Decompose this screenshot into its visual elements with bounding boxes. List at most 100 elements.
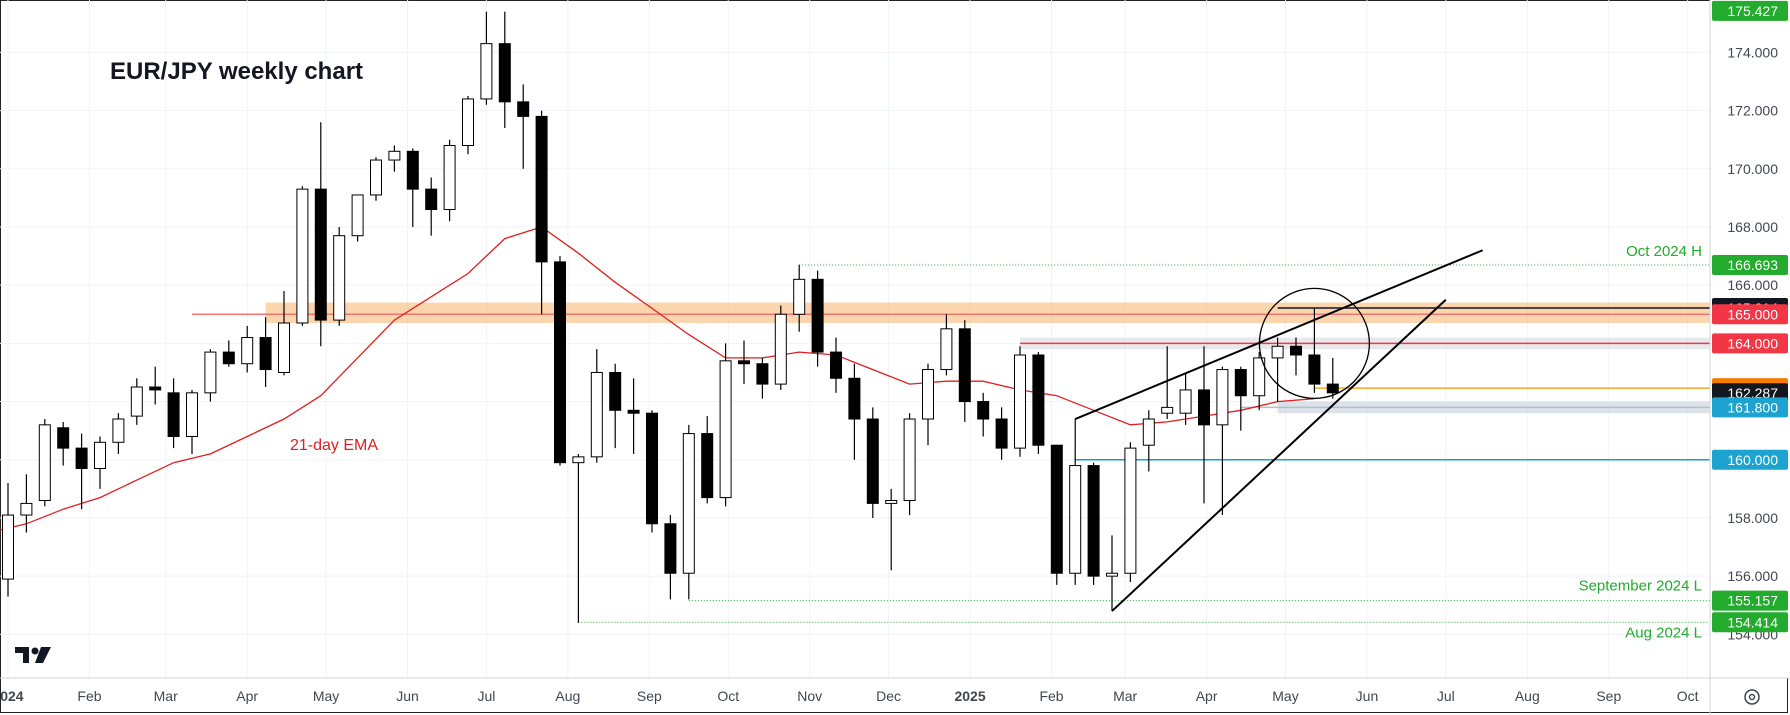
candle-body — [130, 386, 143, 417]
candle — [1198, 346, 1210, 504]
candle — [1234, 366, 1247, 431]
candle-body — [738, 360, 750, 365]
candle-body — [370, 159, 382, 196]
candle-body — [167, 392, 180, 437]
price-tag-label: 161.800 — [1727, 399, 1778, 415]
x-tick-label: May — [1272, 688, 1298, 704]
candle-body — [1234, 369, 1247, 397]
candle — [130, 378, 143, 425]
candle — [848, 363, 861, 460]
settings-gear-icon[interactable] — [1744, 689, 1760, 705]
price-tag: 175.427 — [1712, 0, 1788, 21]
candle — [922, 363, 934, 446]
candle-body — [958, 328, 971, 403]
candle — [535, 110, 548, 315]
candle-body — [719, 360, 732, 499]
ema-line — [0, 226, 1315, 531]
candle-body — [462, 98, 474, 146]
candle-body — [388, 150, 401, 161]
candle — [406, 148, 419, 227]
candle-body — [811, 278, 824, 353]
candle-body — [38, 424, 51, 501]
candle — [75, 433, 88, 510]
x-tick-label: Jul — [477, 688, 495, 704]
price-tag: 160.000 — [1712, 449, 1788, 470]
candle — [1124, 442, 1137, 582]
annotations: Oct 2024 H September 2024 L Aug 2024 L — [1579, 243, 1702, 641]
ema-layer — [0, 226, 1315, 531]
y-tick-label: 170.000 — [1727, 161, 1778, 177]
price-tag-bg — [1712, 449, 1788, 470]
candle — [1326, 357, 1339, 399]
tradingview-logo[interactable] — [15, 647, 51, 663]
candle — [1050, 444, 1063, 585]
x-tick-label: Feb — [77, 688, 101, 704]
candle — [958, 320, 971, 422]
highlight-circle — [1258, 287, 1371, 400]
candle-body — [406, 150, 419, 190]
price-tag-label: 165.000 — [1727, 306, 1778, 322]
candle — [1308, 308, 1321, 393]
candle-body — [20, 502, 33, 516]
candle-body — [1308, 354, 1321, 385]
trendlines — [1074, 249, 1484, 612]
candle — [664, 515, 677, 600]
candle-body — [995, 418, 1008, 449]
candle-body — [885, 499, 898, 504]
x-tick-label: Sep — [637, 688, 662, 704]
resistance-165-zone — [265, 302, 1711, 323]
candle — [462, 96, 474, 155]
zones — [265, 302, 1711, 414]
candle-body — [774, 313, 787, 385]
candle-body — [75, 447, 88, 469]
candle — [370, 157, 382, 201]
y-tick-label: 166.000 — [1727, 277, 1778, 293]
candle — [278, 290, 290, 376]
y-tick-label: 172.000 — [1727, 103, 1778, 119]
candle-body — [517, 101, 530, 117]
price-tag-bg — [1712, 397, 1788, 418]
candle — [1032, 352, 1045, 454]
price-tag: 165.000 — [1712, 304, 1788, 325]
candle — [94, 436, 106, 489]
candle — [977, 392, 990, 437]
candle — [167, 378, 180, 449]
candle-body — [701, 433, 714, 499]
price-tag-label: 162.287 — [1727, 385, 1778, 401]
candle — [259, 317, 272, 388]
candle — [351, 194, 364, 242]
x-tick-label: Oct — [1677, 688, 1699, 704]
candle — [940, 314, 953, 376]
y-tick-label: 156.000 — [1727, 568, 1778, 584]
candle — [572, 453, 585, 623]
candle-body — [241, 337, 254, 365]
candle-body — [554, 261, 566, 464]
candle — [1216, 366, 1229, 516]
candle — [333, 226, 346, 326]
candle-body — [351, 194, 364, 237]
x-tick-label: Dec — [876, 688, 901, 704]
candle — [609, 363, 622, 449]
candle-body — [1271, 345, 1284, 359]
candle — [204, 349, 217, 402]
oct-2024-high-label: Oct 2024 H — [1626, 243, 1702, 260]
candle — [1106, 535, 1118, 612]
candle-body — [1290, 345, 1302, 356]
price-tag: 161.800 — [1712, 397, 1788, 418]
candle-body — [259, 337, 272, 371]
candle-body — [1069, 465, 1082, 574]
candle — [646, 410, 658, 533]
candle-body — [866, 418, 879, 504]
candle-body — [756, 363, 769, 385]
price-tag-label: 154.414 — [1727, 614, 1778, 630]
candle — [627, 378, 640, 454]
candle — [443, 139, 456, 222]
candle-body — [425, 188, 438, 211]
candle-body — [977, 401, 990, 420]
price-tag-label: 166.693 — [1727, 257, 1778, 273]
candle-body — [1216, 369, 1229, 426]
candle-body — [498, 43, 511, 103]
x-tick-label: Jul — [1437, 688, 1455, 704]
candle-body — [646, 412, 658, 525]
